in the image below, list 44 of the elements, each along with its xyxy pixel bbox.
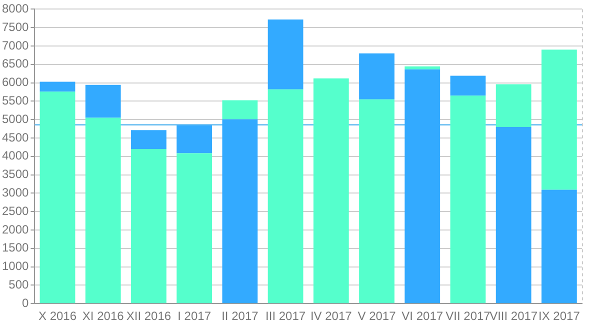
x-tick-label: IX 2017 [538, 309, 580, 324]
bar [450, 96, 486, 304]
bar [176, 125, 212, 154]
bar [268, 89, 304, 304]
bar [450, 76, 486, 96]
x-tick-label: VI 2017 [402, 309, 444, 324]
x-tick-label: XII 2016 [126, 309, 172, 324]
y-tick-label: 2000 [2, 222, 30, 236]
y-tick-label: 6000 [2, 75, 30, 90]
y-tick-label: 500 [8, 278, 30, 292]
bar [85, 84, 121, 118]
y-tick-label: 1500 [2, 240, 30, 255]
y-tick-label: 3500 [2, 167, 30, 182]
y-tick-label: 5500 [2, 94, 30, 108]
bar [40, 92, 76, 304]
x-tick-label: XI 2016 [82, 309, 124, 324]
x-tick-label: I 2017 [178, 309, 212, 324]
bar [131, 130, 166, 150]
y-tick-label: 4500 [2, 130, 30, 144]
x-tick-label: V 2017 [358, 309, 396, 324]
y-tick-label: 2500 [2, 204, 30, 218]
x-tick-label: VII 2017 [446, 309, 491, 324]
bar [268, 20, 304, 90]
y-tick-label: 5000 [2, 112, 30, 126]
x-tick-label: IV 2017 [310, 309, 352, 324]
y-tick-label: 3000 [2, 186, 30, 200]
bar [131, 149, 166, 304]
y-tick-label: 1000 [2, 259, 30, 274]
x-tick-label: VIII 2017 [490, 309, 538, 324]
x-tick-label: III 2017 [266, 309, 306, 324]
bar [313, 78, 349, 304]
x-tick-label: II 2017 [222, 309, 259, 324]
y-tick-label: 6500 [2, 56, 30, 71]
y-tick-label: 0 [22, 296, 30, 310]
y-tick-label: 7500 [2, 20, 30, 34]
bar [359, 99, 394, 304]
bar [359, 53, 394, 100]
bar [85, 118, 121, 304]
y-tick-label: 7000 [2, 38, 30, 52]
y-tick-label: 8000 [2, 2, 30, 16]
bar [40, 82, 76, 92]
x-tick-label: X 2016 [38, 309, 77, 324]
y-tick-label: 4000 [2, 148, 30, 163]
bar [176, 153, 212, 304]
